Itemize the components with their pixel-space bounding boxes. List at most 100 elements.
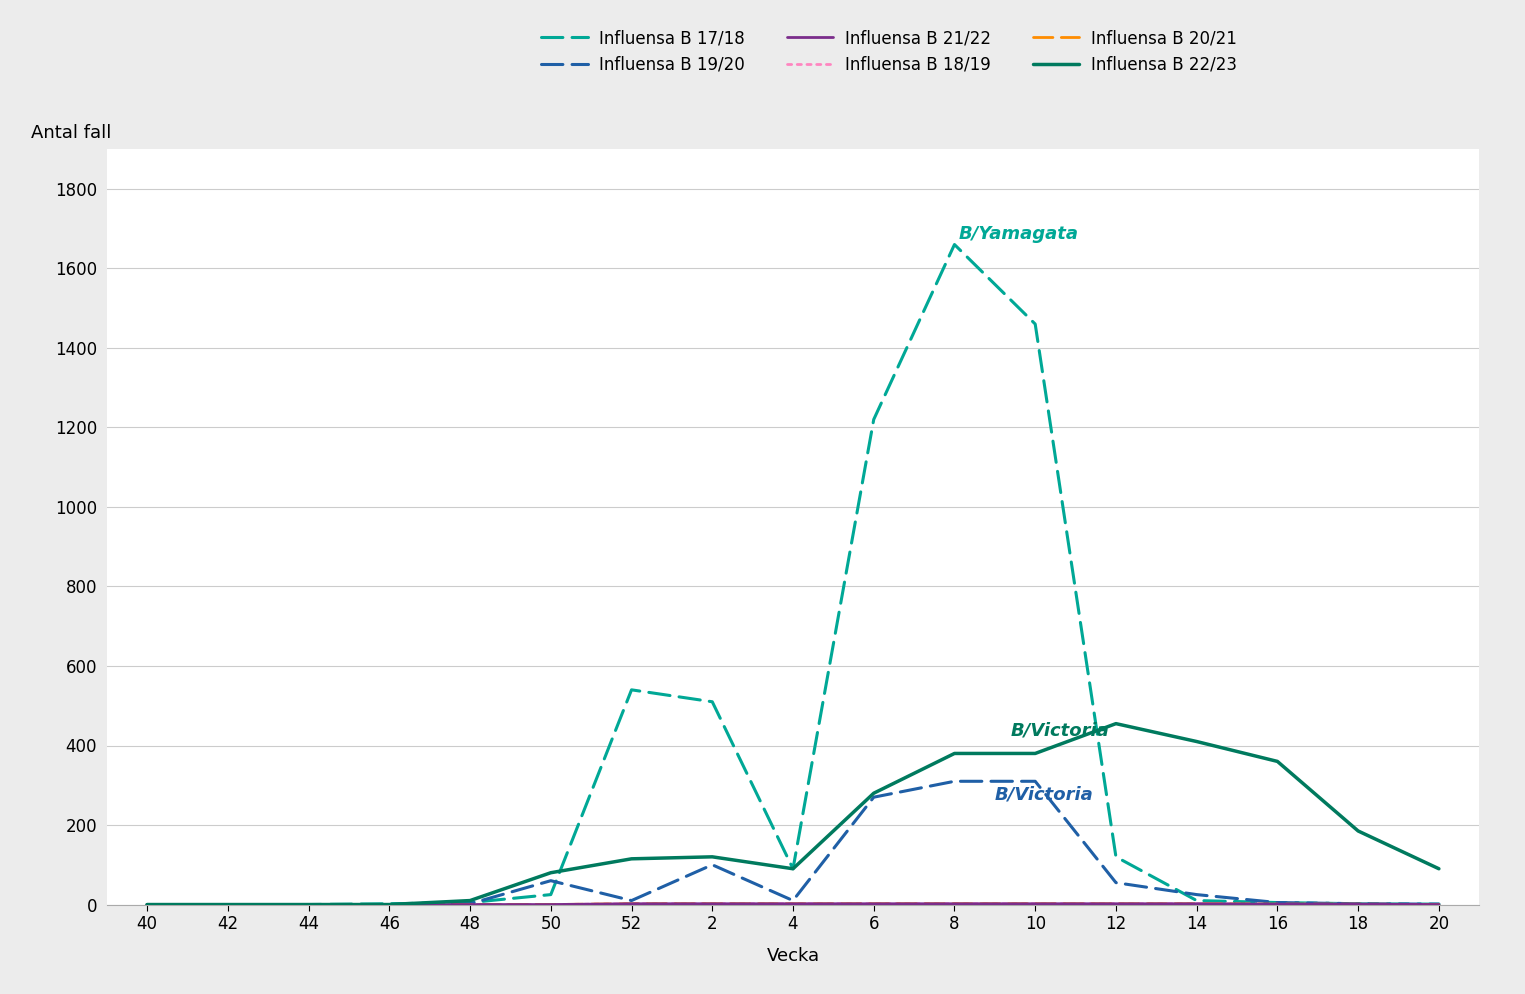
Influensa B 22/23: [137, 899, 156, 911]
Influensa B 19/20: [703, 859, 721, 871]
Influensa B 19/20: [541, 875, 560, 887]
Influensa B 20/21: [703, 898, 721, 910]
Line: Influensa B 19/20: Influensa B 19/20: [146, 781, 1440, 905]
Influensa B 21/22: [461, 899, 479, 911]
Influensa B 17/18: [541, 889, 560, 901]
Influensa B 20/21: [137, 899, 156, 911]
Line: Influensa B 22/23: Influensa B 22/23: [146, 724, 1440, 905]
Influensa B 19/20: [622, 895, 640, 907]
Influensa B 22/23: [1350, 825, 1368, 837]
Influensa B 17/18: [703, 696, 721, 708]
Influensa B 22/23: [784, 863, 802, 875]
Influensa B 19/20: [946, 775, 964, 787]
Influensa B 20/21: [218, 899, 236, 911]
Influensa B 22/23: [865, 787, 883, 799]
Influensa B 18/19: [1269, 899, 1287, 911]
Influensa B 18/19: [622, 898, 640, 910]
Text: B/Victoria: B/Victoria: [994, 785, 1093, 803]
Influensa B 20/21: [865, 898, 883, 910]
Influensa B 19/20: [1026, 775, 1045, 787]
Influensa B 20/21: [380, 899, 398, 911]
Influensa B 22/23: [622, 853, 640, 865]
Influensa B 17/18: [1269, 897, 1287, 909]
Influensa B 18/19: [1026, 898, 1045, 910]
Influensa B 22/23: [299, 899, 317, 911]
Influensa B 21/22: [946, 898, 964, 910]
Influensa B 18/19: [299, 899, 317, 911]
Influensa B 21/22: [218, 899, 236, 911]
Influensa B 20/21: [1107, 898, 1125, 910]
Influensa B 17/18: [1026, 318, 1045, 330]
Influensa B 20/21: [1269, 899, 1287, 911]
Influensa B 17/18: [1430, 899, 1449, 911]
Influensa B 18/19: [1350, 899, 1368, 911]
Influensa B 21/22: [865, 898, 883, 910]
Influensa B 22/23: [1026, 747, 1045, 759]
Influensa B 18/19: [1107, 898, 1125, 910]
Influensa B 22/23: [1188, 736, 1206, 747]
Influensa B 22/23: [703, 851, 721, 863]
Influensa B 19/20: [137, 899, 156, 911]
Influensa B 20/21: [461, 899, 479, 911]
Influensa B 18/19: [218, 899, 236, 911]
Influensa B 17/18: [784, 863, 802, 875]
X-axis label: Vecka: Vecka: [767, 947, 819, 965]
Influensa B 19/20: [218, 899, 236, 911]
Influensa B 19/20: [1269, 897, 1287, 909]
Influensa B 20/21: [1350, 899, 1368, 911]
Influensa B 19/20: [1188, 889, 1206, 901]
Influensa B 18/19: [703, 898, 721, 910]
Influensa B 21/22: [622, 898, 640, 910]
Text: B/Yamagata: B/Yamagata: [959, 225, 1078, 243]
Influensa B 19/20: [461, 898, 479, 910]
Influensa B 20/21: [1430, 899, 1449, 911]
Influensa B 21/22: [380, 899, 398, 911]
Influensa B 21/22: [1269, 899, 1287, 911]
Influensa B 22/23: [1430, 863, 1449, 875]
Influensa B 18/19: [1430, 899, 1449, 911]
Influensa B 19/20: [784, 895, 802, 907]
Influensa B 17/18: [865, 414, 883, 425]
Influensa B 20/21: [1026, 898, 1045, 910]
Influensa B 21/22: [1188, 898, 1206, 910]
Influensa B 17/18: [1107, 851, 1125, 863]
Influensa B 19/20: [380, 899, 398, 911]
Influensa B 21/22: [299, 899, 317, 911]
Influensa B 19/20: [1107, 877, 1125, 889]
Influensa B 19/20: [865, 791, 883, 803]
Influensa B 18/19: [541, 899, 560, 911]
Influensa B 17/18: [137, 899, 156, 911]
Influensa B 21/22: [703, 898, 721, 910]
Influensa B 19/20: [1350, 898, 1368, 910]
Influensa B 22/23: [218, 899, 236, 911]
Influensa B 20/21: [622, 898, 640, 910]
Influensa B 21/22: [541, 899, 560, 911]
Influensa B 22/23: [541, 867, 560, 879]
Influensa B 21/22: [1026, 898, 1045, 910]
Influensa B 18/19: [946, 898, 964, 910]
Influensa B 17/18: [1188, 895, 1206, 907]
Influensa B 20/21: [299, 899, 317, 911]
Influensa B 21/22: [1350, 899, 1368, 911]
Influensa B 18/19: [784, 898, 802, 910]
Influensa B 18/19: [380, 899, 398, 911]
Influensa B 22/23: [1107, 718, 1125, 730]
Influensa B 22/23: [461, 895, 479, 907]
Influensa B 21/22: [1107, 898, 1125, 910]
Influensa B 21/22: [784, 898, 802, 910]
Text: Antal fall: Antal fall: [32, 123, 111, 141]
Influensa B 20/21: [946, 898, 964, 910]
Influensa B 22/23: [380, 899, 398, 911]
Influensa B 18/19: [1188, 898, 1206, 910]
Influensa B 18/19: [137, 899, 156, 911]
Influensa B 18/19: [461, 899, 479, 911]
Influensa B 21/22: [1430, 899, 1449, 911]
Influensa B 17/18: [946, 239, 964, 250]
Influensa B 19/20: [1430, 899, 1449, 911]
Influensa B 17/18: [1350, 898, 1368, 910]
Influensa B 17/18: [380, 898, 398, 910]
Line: Influensa B 17/18: Influensa B 17/18: [146, 245, 1440, 905]
Influensa B 22/23: [1269, 755, 1287, 767]
Legend: Influensa B 17/18, Influensa B 19/20, Influensa B 21/22, Influensa B 18/19, Infl: Influensa B 17/18, Influensa B 19/20, In…: [541, 29, 1237, 74]
Influensa B 20/21: [541, 899, 560, 911]
